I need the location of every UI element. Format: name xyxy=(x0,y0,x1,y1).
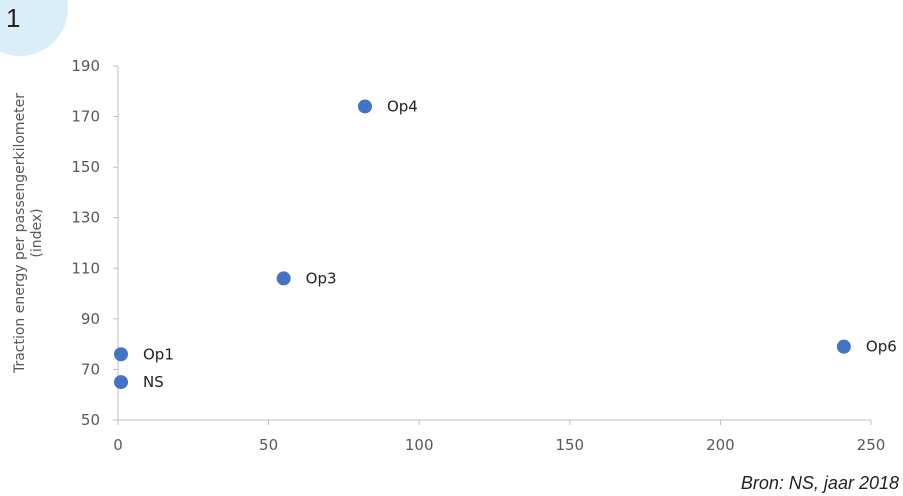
data-point-label: NS xyxy=(143,373,164,391)
y-tick-label: 170 xyxy=(71,108,100,126)
y-axis-title-line: Traction energy per passengerkilometer xyxy=(12,93,28,374)
data-point xyxy=(357,99,372,114)
data-point xyxy=(276,271,291,286)
data-point xyxy=(114,375,129,390)
data-point-label: Op3 xyxy=(306,269,337,287)
x-tick-label: 250 xyxy=(857,436,886,454)
x-tick-label: 150 xyxy=(555,436,584,454)
y-axis-title-line: (index) xyxy=(29,208,45,257)
y-tick-label: 110 xyxy=(71,259,100,277)
source-note: Bron: NS, jaar 2018 xyxy=(740,473,899,493)
y-tick-label: 150 xyxy=(71,158,100,176)
y-tick-label: 70 xyxy=(81,360,100,378)
y-tick-label: 190 xyxy=(71,57,100,75)
data-point-label: Op4 xyxy=(387,97,418,115)
section-number: 1 xyxy=(6,3,21,33)
data-point-label: Op6 xyxy=(866,338,897,356)
x-tick-label: 200 xyxy=(706,436,735,454)
data-point xyxy=(114,347,129,362)
data-point xyxy=(836,339,851,354)
data-point-label: Op1 xyxy=(143,345,174,363)
y-tick-label: 130 xyxy=(71,209,100,227)
y-axis-title: Traction energy per passengerkilometer(i… xyxy=(12,93,45,374)
x-tick-label: 50 xyxy=(259,436,278,454)
x-tick-label: 0 xyxy=(113,436,123,454)
scatter-chart: 507090110130150170190050100150200250CO2 … xyxy=(12,57,897,454)
y-tick-label: 90 xyxy=(81,310,100,328)
y-tick-label: 50 xyxy=(81,411,100,429)
x-tick-label: 100 xyxy=(405,436,434,454)
